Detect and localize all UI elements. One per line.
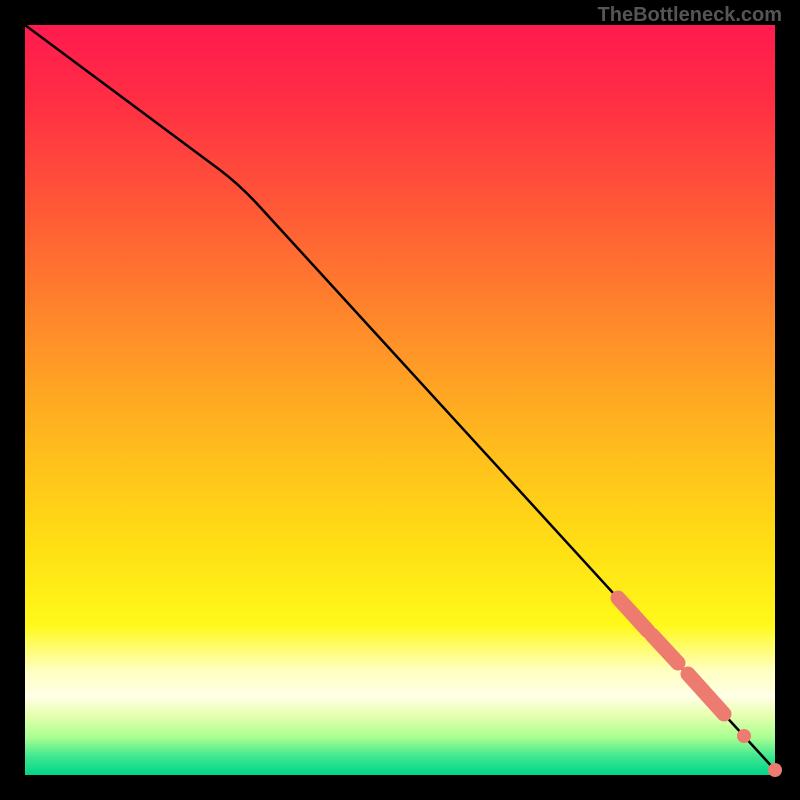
watermark-text: TheBottleneck.com: [598, 4, 782, 27]
plot-area-gradient: [25, 25, 775, 775]
chart-container: TheBottleneck.com: [0, 0, 800, 800]
chart-svg: [0, 0, 800, 800]
